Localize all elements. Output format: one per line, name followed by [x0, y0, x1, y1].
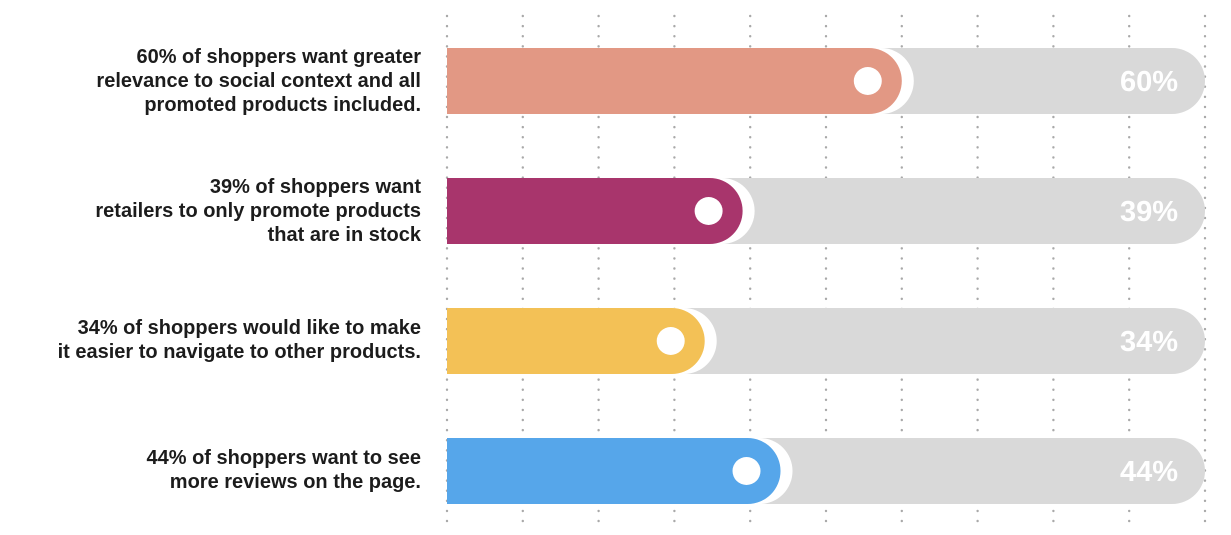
category-label-text: 44% of shoppers want to see more reviews… — [146, 447, 421, 493]
bar — [447, 178, 743, 244]
value-label: 44% — [1120, 456, 1178, 488]
value-label: 34% — [1120, 326, 1178, 358]
category-label: 39% of shoppers want retailers to only p… — [0, 169, 421, 253]
bar — [447, 438, 781, 504]
bar — [447, 48, 902, 114]
bar-marker — [853, 67, 882, 95]
category-label: 60% of shoppers want greater relevance t… — [0, 39, 421, 123]
value-label: 39% — [1120, 196, 1178, 228]
bar-marker — [694, 197, 723, 225]
category-label: 44% of shoppers want to see more reviews… — [0, 428, 421, 512]
category-label-text: 60% of shoppers want greater relevance t… — [96, 46, 421, 116]
bar-marker — [656, 327, 685, 355]
category-label-text: 39% of shoppers want retailers to only p… — [95, 176, 421, 246]
category-label: 34% of shoppers would like to make it ea… — [0, 298, 421, 382]
category-label-text: 34% of shoppers would like to make it ea… — [57, 317, 421, 363]
bar-marker — [732, 457, 761, 485]
bar — [447, 308, 705, 374]
value-label: 60% — [1120, 66, 1178, 98]
